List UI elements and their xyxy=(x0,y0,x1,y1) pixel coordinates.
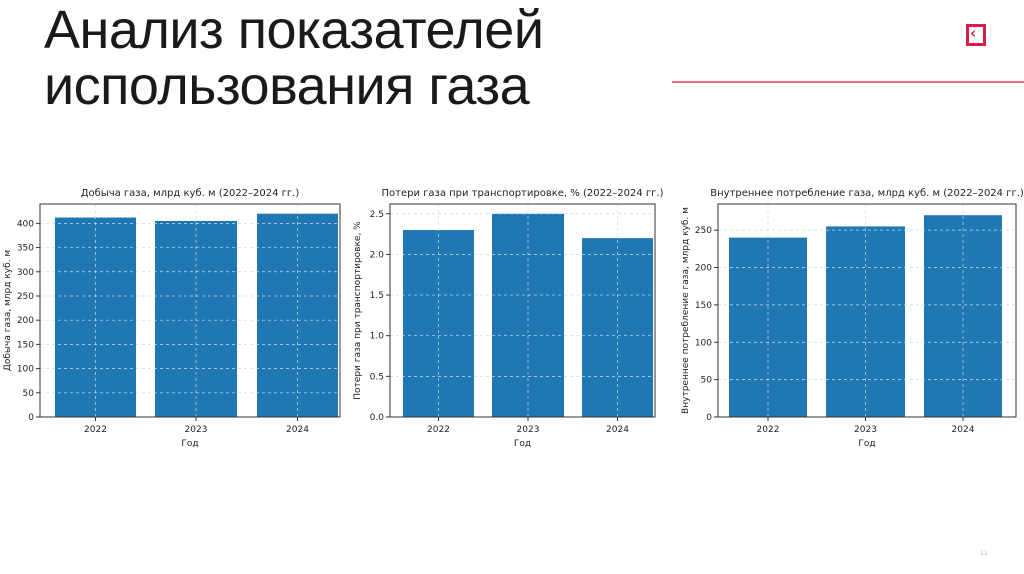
x-tick-label: 2023 xyxy=(185,425,208,435)
y-tick-label: 2.0 xyxy=(370,250,385,260)
y-tick-label: 150 xyxy=(695,301,712,311)
y-tick-label: 300 xyxy=(17,268,34,278)
plot-frame xyxy=(389,203,656,418)
y-tick-label: 150 xyxy=(17,340,34,350)
chart-title: Внутреннее потребление газа, млрд куб. м… xyxy=(710,188,1024,199)
y-tick-label: 50 xyxy=(23,389,35,399)
x-axis-label: Год xyxy=(858,439,875,449)
chart-title: Потери газа при транспортировке, % (2022… xyxy=(381,188,663,199)
x-axis-label: Год xyxy=(514,439,531,449)
chart-1: 0 50 100 150 200 250 300 350 400 2022 2023 2024 Добы… xyxy=(3,188,341,449)
plot-frame xyxy=(39,203,341,418)
x-tick-label: 2022 xyxy=(84,425,107,435)
page-number: 11 xyxy=(980,550,988,557)
y-tick-label: 250 xyxy=(695,226,712,236)
y-tick-label: 350 xyxy=(17,244,34,254)
chart-2: 0.0 0.5 1.0 1.5 2.0 2.5 2022 2023 2024 Потери газ… xyxy=(353,188,664,449)
y-tick-label: 2.5 xyxy=(370,210,384,220)
y-tick-label: 0 xyxy=(28,413,34,423)
title-line-2: использования газа xyxy=(44,56,530,116)
y-axis-label: Потери газа при транспортировке, % xyxy=(353,221,363,400)
bar-2023 xyxy=(826,226,905,417)
y-tick-label: 0.0 xyxy=(370,413,385,423)
y-tick-label: 100 xyxy=(17,365,34,375)
y-tick-label: 1.5 xyxy=(370,291,384,301)
y-tick-label: 200 xyxy=(695,264,712,274)
x-tick-label: 2024 xyxy=(286,425,309,435)
y-axis-label: Добыча газа, млрд куб. м xyxy=(3,250,13,371)
y-tick-label: 200 xyxy=(17,316,34,326)
x-tick-label: 2023 xyxy=(854,425,877,435)
y-tick-label: 0 xyxy=(706,413,712,423)
title-line-1: Анализ показателей xyxy=(44,0,544,60)
chart-title: Добыча газа, млрд куб. м (2022–2024 гг.) xyxy=(81,188,300,199)
bar-2024 xyxy=(582,238,653,417)
x-tick-label: 2023 xyxy=(517,425,540,435)
chart-3: 0 50 100 150 200 250 2022 2023 2024 Внутреннее по… xyxy=(681,188,1024,449)
x-tick-label: 2022 xyxy=(427,425,450,435)
y-tick-label: 250 xyxy=(17,292,34,302)
page-title: Анализ показателей использования газа xyxy=(44,2,544,114)
x-tick-label: 2024 xyxy=(606,425,629,435)
x-tick-label: 2024 xyxy=(952,425,975,435)
y-tick-label: 0.5 xyxy=(370,372,384,382)
x-axis-label: Год xyxy=(181,439,198,449)
y-tick-label: 50 xyxy=(701,376,713,386)
bar-2022 xyxy=(55,217,136,417)
y-tick-label: 400 xyxy=(17,219,34,229)
x-tick-label: 2022 xyxy=(757,425,780,435)
y-tick-label: 100 xyxy=(695,338,712,348)
back-arrow-square-icon[interactable]: ‹ xyxy=(966,24,986,46)
plot-frame xyxy=(717,203,1017,418)
y-tick-label: 1.0 xyxy=(370,332,385,342)
header-divider xyxy=(672,81,1024,83)
y-axis-label: Внутреннее потребление газа, млрд куб. м xyxy=(681,207,691,414)
